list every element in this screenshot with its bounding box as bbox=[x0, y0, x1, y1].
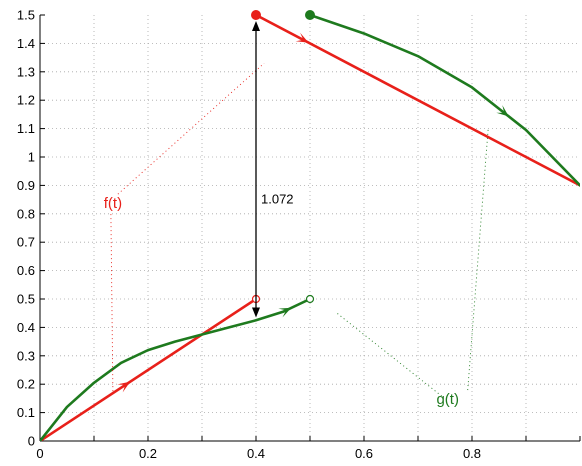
x-tick-label: 0.4 bbox=[247, 446, 265, 461]
tick-label-layer: 0 0.2 0.4 0.6 0.8 0 0.1 0.2 0.3 0.4 0.5 0.6 0.7 0.8 0.… bbox=[17, 8, 481, 462]
y-tick-label: 1.4 bbox=[17, 36, 35, 51]
distance-arrowhead-bottom bbox=[252, 307, 260, 318]
series-line-gt bbox=[308, 15, 580, 187]
g-leader-line bbox=[336, 312, 442, 397]
direction-arrow bbox=[295, 32, 309, 43]
filled-marker bbox=[305, 10, 315, 20]
y-tick-label: 0.6 bbox=[17, 263, 35, 278]
x-tick-label: 0.6 bbox=[355, 446, 373, 461]
f-leader-line bbox=[110, 214, 114, 393]
x-tick-label: 0.8 bbox=[463, 446, 481, 461]
y-tick-label: 0 bbox=[28, 434, 35, 449]
series-line-gt bbox=[40, 297, 312, 441]
y-tick-label: 0.4 bbox=[17, 320, 35, 335]
series-layer bbox=[40, 15, 580, 441]
distance-arrowhead-top bbox=[252, 21, 260, 31]
x-tick-label: 0.2 bbox=[139, 446, 157, 461]
direction-arrow bbox=[278, 307, 292, 318]
y-tick-label: 0.3 bbox=[17, 348, 35, 363]
f-label: f(t) bbox=[104, 195, 122, 212]
direction-arrow bbox=[496, 105, 509, 117]
y-tick-label: 1.3 bbox=[17, 64, 35, 79]
filled-marker bbox=[251, 10, 261, 20]
series-line-ft bbox=[254, 15, 580, 187]
open-marker bbox=[305, 294, 315, 304]
g-leader-line bbox=[467, 128, 489, 391]
y-tick-label: 1.1 bbox=[17, 121, 35, 136]
f-leader-line bbox=[117, 62, 265, 195]
grid bbox=[40, 15, 580, 441]
direction-arrow bbox=[117, 381, 131, 393]
y-tick-label: 0.7 bbox=[17, 235, 35, 250]
y-tick-label: 1 bbox=[28, 150, 35, 165]
series-line-ft bbox=[40, 297, 258, 441]
y-tick-label: 1.2 bbox=[17, 93, 35, 108]
annotation-layer: f(t) g(t) 1.072 bbox=[104, 21, 489, 408]
y-tick-label: 0.5 bbox=[17, 292, 35, 307]
y-tick-label: 1.5 bbox=[17, 8, 35, 23]
y-tick-label: 0.1 bbox=[17, 405, 35, 420]
distance-label: 1.072 bbox=[261, 192, 294, 207]
y-tick-label: 0.2 bbox=[17, 377, 35, 392]
x-tick-label: 0 bbox=[36, 446, 43, 461]
y-tick-label: 0.8 bbox=[17, 206, 35, 221]
y-tick-label: 0.9 bbox=[17, 178, 35, 193]
g-label: g(t) bbox=[436, 391, 459, 408]
marker-layer bbox=[117, 10, 509, 393]
